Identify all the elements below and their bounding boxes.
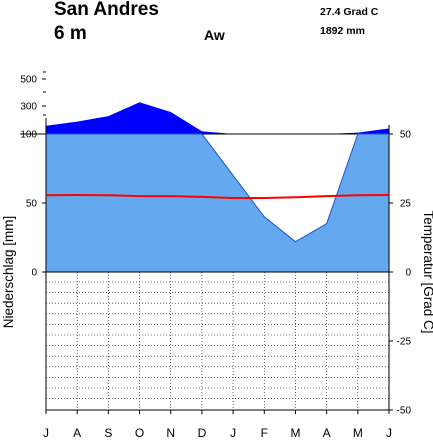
precipitation-tick-label: 0 xyxy=(31,268,37,279)
temperature-tick-label: -50 xyxy=(397,406,412,417)
month-label: J xyxy=(230,426,236,440)
temperature-line xyxy=(45,193,390,200)
mean-temperature: 27.4 Grad C xyxy=(320,6,379,18)
month-label: S xyxy=(104,426,112,440)
precipitation-tick-label: 300 xyxy=(20,102,37,113)
precipitation-tick-label: 500 xyxy=(20,75,37,86)
precipitation-line xyxy=(46,133,389,243)
month-label: J xyxy=(386,426,392,440)
month-label: N xyxy=(166,426,175,440)
temperature-tick-label: 0 xyxy=(405,268,411,279)
precipitation-axis-label: Niederschlag [mm] xyxy=(1,216,16,329)
temperature-tick-label: 50 xyxy=(400,130,412,141)
precipitation-tick-label: 100 xyxy=(20,130,37,141)
month-label: A xyxy=(73,426,81,440)
month-label: O xyxy=(135,426,144,440)
temperature-tick-label: -25 xyxy=(397,337,412,348)
month-label: A xyxy=(323,426,331,440)
station-elevation: 6 m xyxy=(54,23,87,44)
station-name: San Andres xyxy=(54,0,159,20)
precipitation-tick-label: 50 xyxy=(26,199,38,210)
month-label: D xyxy=(198,426,207,440)
month-label: J xyxy=(43,426,49,440)
month-label: M xyxy=(353,426,363,440)
month-label: F xyxy=(261,426,268,440)
temperature-tick-label: 25 xyxy=(400,199,412,210)
excess-precipitation-area xyxy=(46,102,389,134)
climate-class: Aw xyxy=(204,27,225,43)
temperature-axis-label: Temperatur [Grad C] xyxy=(421,210,433,333)
annual-precipitation: 1892 mm xyxy=(320,25,365,37)
month-label: M xyxy=(290,426,300,440)
